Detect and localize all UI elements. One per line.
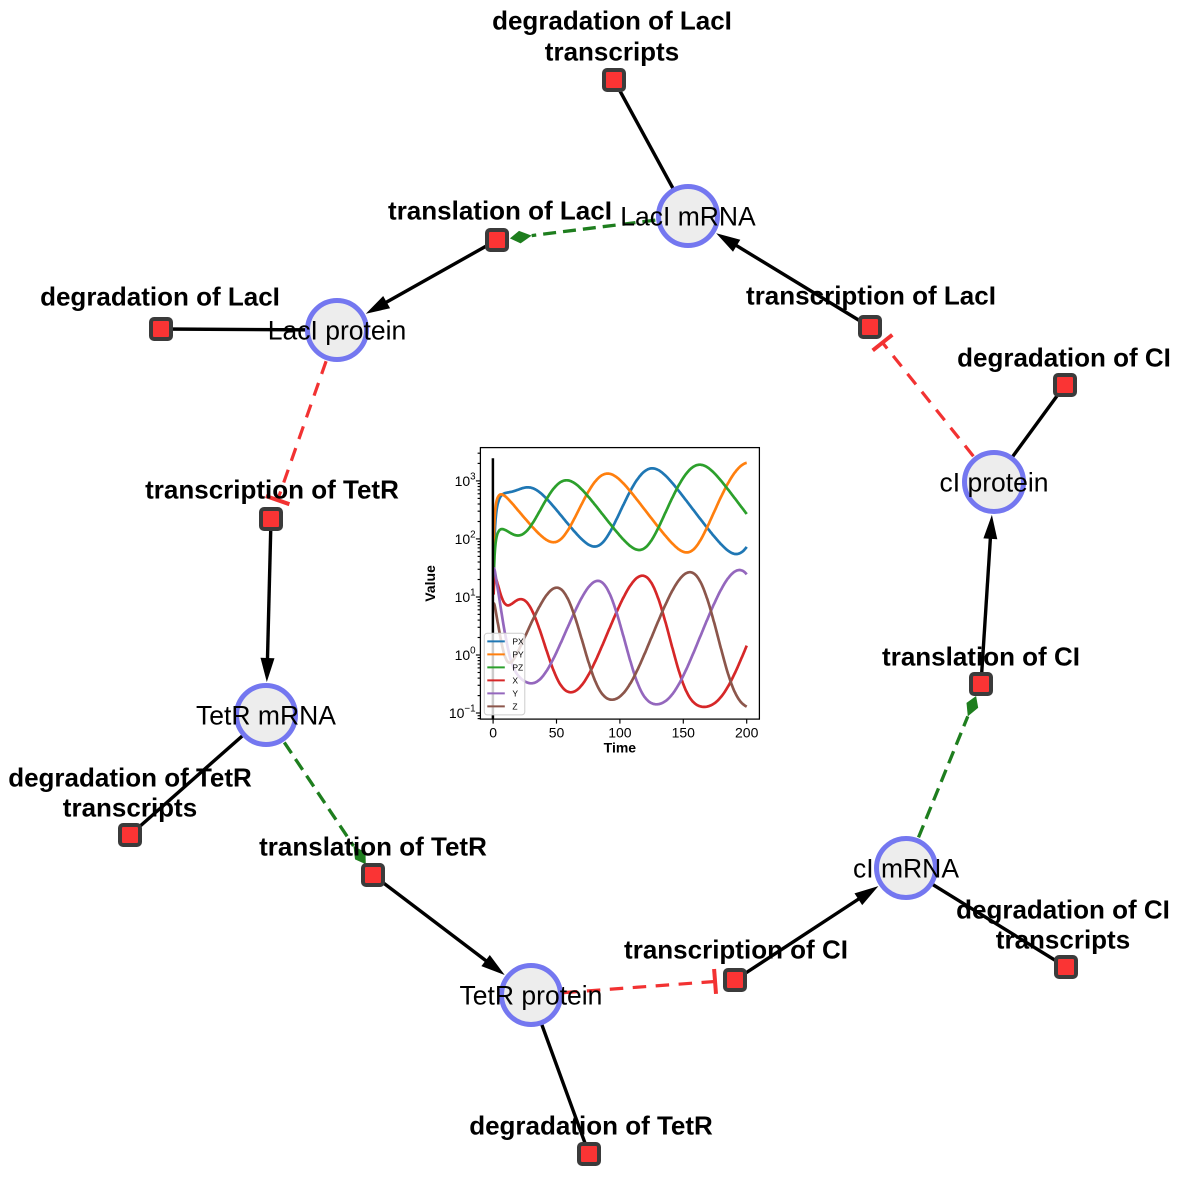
svg-text:X: X	[512, 675, 518, 685]
svg-text:10−1: 10−1	[449, 704, 476, 721]
svg-text:transcription of TetR: transcription of TetR	[145, 475, 399, 505]
svg-text:translation of LacI: translation of LacI	[388, 196, 612, 226]
svg-text:translation of CI: translation of CI	[882, 642, 1080, 672]
svg-text:Y: Y	[512, 688, 518, 698]
svg-text:cI protein: cI protein	[939, 468, 1048, 498]
svg-text:Value: Value	[422, 565, 438, 602]
svg-text:100: 100	[455, 646, 477, 663]
svg-text:PX: PX	[512, 636, 524, 646]
svg-text:PZ: PZ	[512, 662, 523, 672]
svg-text:translation of TetR: translation of TetR	[259, 832, 487, 862]
svg-text:transcription of LacI: transcription of LacI	[746, 281, 996, 311]
svg-text:200: 200	[735, 724, 759, 740]
svg-text:102: 102	[455, 530, 476, 547]
svg-text:degradation of CI: degradation of CI	[956, 895, 1170, 925]
svg-text:Time: Time	[604, 739, 637, 755]
svg-text:LacI protein: LacI protein	[268, 316, 406, 346]
svg-text:degradation of TetR: degradation of TetR	[469, 1111, 713, 1141]
svg-text:degradation of CI: degradation of CI	[957, 343, 1171, 373]
svg-text:150: 150	[672, 724, 696, 740]
svg-text:cI mRNA: cI mRNA	[853, 854, 959, 884]
svg-text:transcription of CI: transcription of CI	[624, 935, 848, 965]
svg-text:TetR protein: TetR protein	[460, 981, 603, 1011]
svg-text:degradation of LacI: degradation of LacI	[40, 282, 280, 312]
svg-text:0: 0	[489, 724, 497, 740]
svg-text:transcripts: transcripts	[63, 793, 197, 823]
svg-text:100: 100	[608, 724, 632, 740]
svg-text:103: 103	[455, 472, 477, 489]
svg-text:TetR mRNA: TetR mRNA	[196, 701, 336, 731]
svg-text:101: 101	[455, 588, 476, 605]
svg-text:transcripts: transcripts	[545, 36, 679, 66]
svg-text:degradation of LacI: degradation of LacI	[492, 5, 732, 35]
svg-text:PY: PY	[512, 649, 524, 659]
svg-text:transcripts: transcripts	[996, 925, 1130, 955]
svg-text:degradation of TetR: degradation of TetR	[8, 763, 252, 793]
svg-text:Z: Z	[512, 701, 517, 711]
svg-text:50: 50	[549, 724, 565, 740]
svg-text:LacI mRNA: LacI mRNA	[620, 202, 756, 232]
